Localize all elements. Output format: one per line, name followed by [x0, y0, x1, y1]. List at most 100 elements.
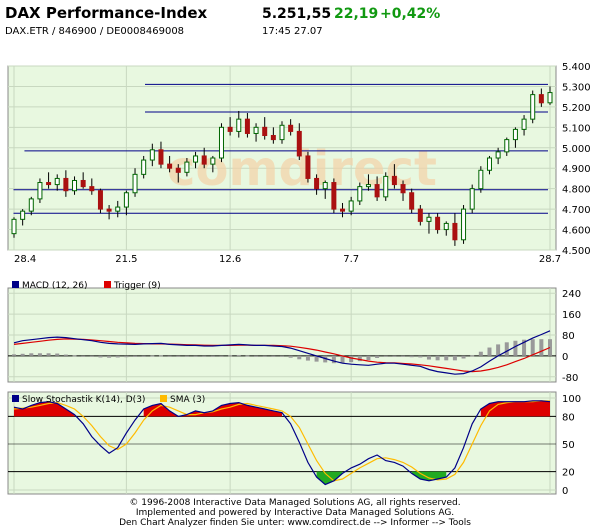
date-axis-tick: 12.6 — [219, 254, 241, 265]
stoch-axis-tick: 20 — [562, 468, 575, 479]
candle-body — [357, 186, 363, 202]
macd-histogram-bar — [426, 355, 431, 360]
macd-histogram-bar — [271, 355, 276, 357]
macd-histogram-bar — [366, 355, 371, 361]
candle-body — [435, 216, 441, 231]
macd-histogram-bar — [158, 355, 163, 357]
stoch-axis-tick: 0 — [562, 486, 568, 497]
candle-body — [236, 118, 242, 132]
candle-body — [201, 155, 207, 165]
candle-body — [426, 216, 432, 222]
candle-body — [469, 188, 475, 210]
macd-histogram-bar — [89, 355, 94, 357]
candle-body — [97, 190, 103, 210]
candle-body — [340, 208, 346, 212]
macd-histogram-bar — [184, 355, 189, 357]
date-axis-tick: 21.5 — [115, 254, 137, 265]
macd-histogram-bar — [435, 355, 440, 361]
candle-body — [322, 182, 328, 190]
candle-body — [538, 94, 544, 104]
candle-body — [521, 118, 527, 130]
macd-histogram-bar — [470, 355, 475, 357]
macd-histogram-bar — [55, 353, 60, 356]
macd-histogram-bar — [133, 355, 138, 357]
macd-histogram-bar — [539, 339, 544, 356]
macd-histogram-bar — [245, 355, 250, 357]
macd-histogram-bar — [167, 355, 172, 357]
price-axis-tick: 4.600 — [562, 226, 590, 237]
candle-body — [37, 182, 43, 200]
macd-histogram-bar — [383, 355, 388, 357]
macd-histogram-bar — [176, 355, 181, 357]
price-axis-tick: 4.900 — [562, 164, 590, 175]
trigger-line — [13, 338, 551, 373]
oversold-fill — [316, 471, 343, 485]
candle-body — [547, 92, 553, 104]
candle-body — [167, 163, 173, 169]
macd-histogram-bar — [46, 353, 51, 356]
candle-body — [443, 222, 449, 231]
candle-body — [253, 126, 259, 134]
macd-histogram-bar — [461, 355, 466, 359]
candle-body — [452, 222, 458, 241]
macd-axis-tick: 160 — [562, 310, 581, 321]
macd-histogram-bar — [522, 339, 527, 356]
candle-body — [227, 126, 233, 132]
price-axis-tick: 4.500 — [562, 246, 590, 257]
macd-histogram-bar — [280, 355, 284, 357]
candle-body — [28, 198, 34, 212]
macd-histogram-bar — [150, 355, 155, 357]
price-axis-tick: 5.300 — [562, 82, 590, 93]
macd-histogram-bar — [375, 355, 380, 358]
watermark-logo: comdirect — [167, 141, 437, 197]
stochastic-legend-swatch — [12, 395, 19, 402]
candle-body — [149, 149, 155, 161]
macd-histogram-bar — [314, 355, 319, 362]
macd-histogram-bar — [193, 355, 198, 357]
candle-body — [244, 118, 250, 134]
macd-histogram-bar — [401, 355, 406, 357]
macd-histogram-bar — [141, 355, 146, 357]
panel-background-3 — [7, 391, 557, 495]
date-axis-tick: 7.7 — [343, 254, 359, 265]
price-axis-tick: 4.700 — [562, 205, 590, 216]
candle-body — [504, 139, 510, 153]
candle-body — [218, 126, 224, 159]
candle-body — [80, 179, 86, 188]
candle-body — [123, 192, 129, 208]
macd-histogram-bar — [236, 355, 241, 357]
macd-histogram-bar — [418, 355, 423, 358]
candle-body — [305, 155, 311, 179]
footer-link: Den Chart Analyzer finden Sie unter: www… — [119, 518, 471, 528]
macd-histogram-bar — [444, 355, 449, 361]
macd-histogram-bar — [349, 355, 354, 363]
macd-histogram-bar — [107, 355, 112, 358]
candle-body — [11, 218, 17, 235]
candle-body — [348, 200, 354, 212]
macd-histogram-bar — [392, 355, 397, 357]
macd-histogram-bar — [357, 355, 362, 362]
macd-histogram-bar — [530, 339, 535, 356]
macd-histogram-bar — [487, 347, 492, 356]
date-axis-tick: 28.7 — [539, 254, 561, 265]
price-axis-tick: 5.400 — [562, 62, 590, 73]
macd-axis-tick: 80 — [562, 331, 575, 342]
macd-axis-tick: 240 — [562, 289, 581, 300]
price-axis-tick: 5.000 — [562, 144, 590, 155]
price-change-pct: +0,42% — [380, 6, 441, 22]
macd-histogram-bar — [29, 353, 34, 356]
macd-histogram-bar — [12, 354, 16, 356]
macd-histogram-bar — [72, 355, 77, 357]
macd-histogram-bar — [81, 355, 86, 357]
macd-histogram-bar — [37, 353, 42, 356]
trigger-legend-swatch — [104, 281, 111, 288]
candle-body — [478, 169, 484, 190]
macd-histogram-bar — [305, 355, 310, 361]
stochastic-legend-label: Slow Stochastik K(14), D(3) — [22, 395, 145, 405]
stoch-axis-tick: 80 — [562, 412, 575, 423]
macd-histogram-bar — [202, 355, 207, 357]
candle-body — [417, 208, 423, 222]
candle-body — [314, 177, 320, 190]
security-identifiers: DAX.ETR / 846900 / DE0008469008 — [5, 26, 185, 37]
date-axis-tick: 28.4 — [14, 254, 36, 265]
